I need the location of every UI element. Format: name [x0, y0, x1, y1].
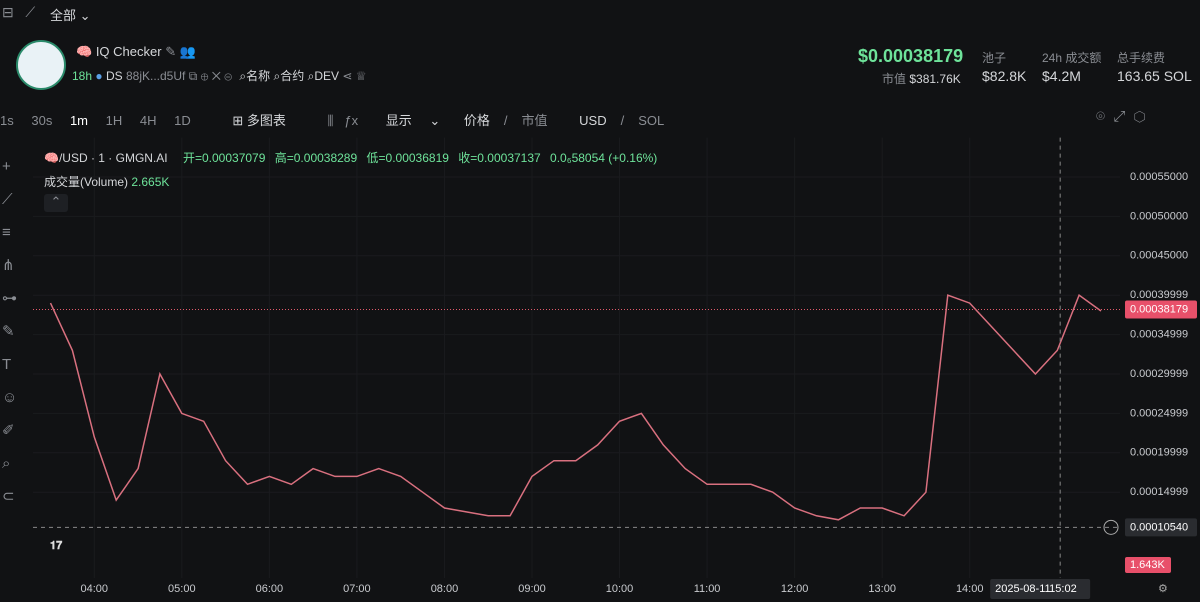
stat-value: $4.2M [1042, 68, 1081, 84]
volume-title: 成交量(Volume) [44, 175, 129, 189]
price-line [49, 294, 1102, 521]
crosshair-price-label: 0.00010540 [1130, 521, 1188, 533]
x-tick-label: 05:00 [168, 583, 196, 595]
ohlc: 收=0.00037137 [458, 151, 541, 165]
crosshair-add [1103, 519, 1119, 535]
ohlc: 低=0.00036819 [366, 151, 449, 165]
x-tick-label: 12:00 [781, 583, 809, 595]
stat-value: $82.8K [982, 68, 1027, 84]
mode-toggle[interactable]: 价格 / 市值 [464, 113, 562, 128]
settings-icon: ⚙ [1158, 583, 1168, 595]
token-age: 18h [72, 69, 93, 83]
token-avatar[interactable] [16, 40, 66, 90]
y-tick-label: 0.00039999 [1130, 289, 1188, 301]
display[interactable]: 显示 ⌄ [385, 113, 441, 128]
crosshair-time: 15:02 [1049, 583, 1077, 595]
x-tick-label: 10:00 [606, 583, 634, 595]
stat-label: 24h 成交额 [1042, 51, 1102, 65]
x-tick-label: 06:00 [256, 583, 284, 595]
interval[interactable]: 30s [31, 113, 53, 128]
link-label: DEV [314, 69, 340, 83]
crosshair-date: 2025-08-11 [995, 583, 1050, 595]
symbol: 🧠/USD · 1 · GMGN.AI [44, 151, 168, 165]
currency-toggle[interactable]: USD / SOL [579, 113, 678, 128]
link-dev[interactable]: ⌕DEV [307, 69, 340, 83]
filter-dropdown[interactable]: 全部 ⌄ [50, 8, 91, 23]
multi-chart[interactable]: ⊞ 多图表 [232, 113, 286, 128]
y-tick-label: 0.00019999 [1130, 447, 1188, 459]
current-price-label: 0.00038179 [1130, 303, 1188, 315]
x-tick-label: 08:00 [431, 583, 459, 595]
tool-icons[interactable]: ⌾ ⤢ ⬡ [1096, 108, 1146, 125]
collapse-button[interactable]: ⌃ [44, 194, 68, 212]
currency: USD [579, 113, 607, 128]
volume-tag-label: 1.643K [1130, 559, 1166, 571]
x-tick-label: 09:00 [518, 583, 546, 595]
separator: / [503, 113, 508, 128]
volume-value: 2.665K [131, 175, 170, 189]
y-tick-label: 0.00024999 [1130, 407, 1188, 419]
link-name[interactable]: ⌕名称 [239, 69, 271, 83]
token-name-row: 🧠 IQ Checker ✎ 👥 [76, 44, 196, 59]
token-meta: 18h ● DS 88jK...d5Uf ⧉ ⊕ ✕ ⊜ ⌕名称 ⌕合约 ⌕DE… [72, 69, 367, 83]
y-tick-label: 0.00055000 [1130, 171, 1188, 183]
toolbar-icons: ⊟ ⟋ [2, 4, 36, 20]
currency: SOL [638, 113, 665, 128]
y-tick-label: 0.00014999 [1130, 486, 1188, 498]
separator: / [620, 113, 625, 128]
button-label: 多图表 [246, 113, 286, 128]
x-tick-label: 07:00 [343, 583, 371, 595]
link-label: 合约 [280, 69, 305, 83]
stat-label: 总手续费 [1117, 51, 1166, 65]
chart-toolbar: 1s 30s 1m 1H 4H 1D ⊞ 多图表 ⫼ ƒx 显示 ⌄ 价格 / 市值… [0, 110, 692, 129]
drawing-tools[interactable]: + ⟋ ≡ ⋔ ⊶ ✎ T ☺ ✐ ⌕ ⊂ [2, 158, 18, 505]
stat-label: 池子 [982, 51, 1007, 65]
volume-legend: 成交量(Volume) 2.665K [44, 173, 169, 190]
ohlc: 高=0.00038289 [274, 151, 358, 165]
change: 0.0₆58054 (+0.16%) [550, 151, 658, 165]
link-contract[interactable]: ⌕合约 [273, 69, 305, 83]
link-label: 名称 [246, 69, 271, 83]
plot-area [30, 138, 1122, 578]
y-tick-label: 0.00050000 [1130, 210, 1188, 222]
tv-logo: 𝟏𝟕 [50, 540, 63, 552]
token-dex: DS [105, 69, 123, 83]
interval[interactable]: 1s [0, 113, 14, 128]
interval[interactable]: 1m [69, 113, 89, 128]
y-tick-label: 0.00029999 [1130, 368, 1188, 380]
x-tick-label: 13:00 [868, 583, 896, 595]
volume-tag [1125, 557, 1171, 573]
x-tick-label: 14:00 [956, 583, 984, 595]
crosshair-time-tag [990, 579, 1091, 599]
stat-value: $381.76K [909, 72, 961, 86]
stat-value: 163.65 SOL [1117, 68, 1192, 84]
token-address[interactable]: 88jK...d5Uf [125, 69, 186, 83]
interval[interactable]: 1H [105, 113, 123, 128]
current-price-tag [1125, 300, 1197, 319]
mode: 市值 [521, 113, 548, 128]
crosshair-price-tag [1125, 518, 1197, 537]
token-price: $0.00038179 [858, 46, 964, 66]
market-cap: 市值 $381.76K [882, 70, 961, 87]
button-label: 显示 [385, 113, 412, 128]
symbol-label: /USD · 1 · GMGN.AI [58, 151, 168, 165]
stat-label: 市值 [882, 72, 907, 86]
indicators[interactable]: ⫼ ƒx [327, 113, 359, 128]
filter-label: 全部 [50, 8, 77, 23]
x-tick-label: 04:00 [81, 583, 109, 595]
token-name: IQ Checker [95, 44, 162, 59]
y-tick-label: 0.00034999 [1130, 329, 1188, 341]
interval[interactable]: 1D [174, 113, 191, 128]
mode: 价格 [463, 113, 490, 128]
ohlc: 开=0.00037079 [182, 151, 266, 165]
y-tick-label: 0.00045000 [1130, 250, 1188, 262]
x-tick-label: 11:00 [694, 583, 721, 595]
chart-legend: 🧠/USD · 1 · GMGN.AI 开=0.00037079 高=0.000… [44, 149, 663, 166]
interval[interactable]: 4H [139, 113, 157, 128]
